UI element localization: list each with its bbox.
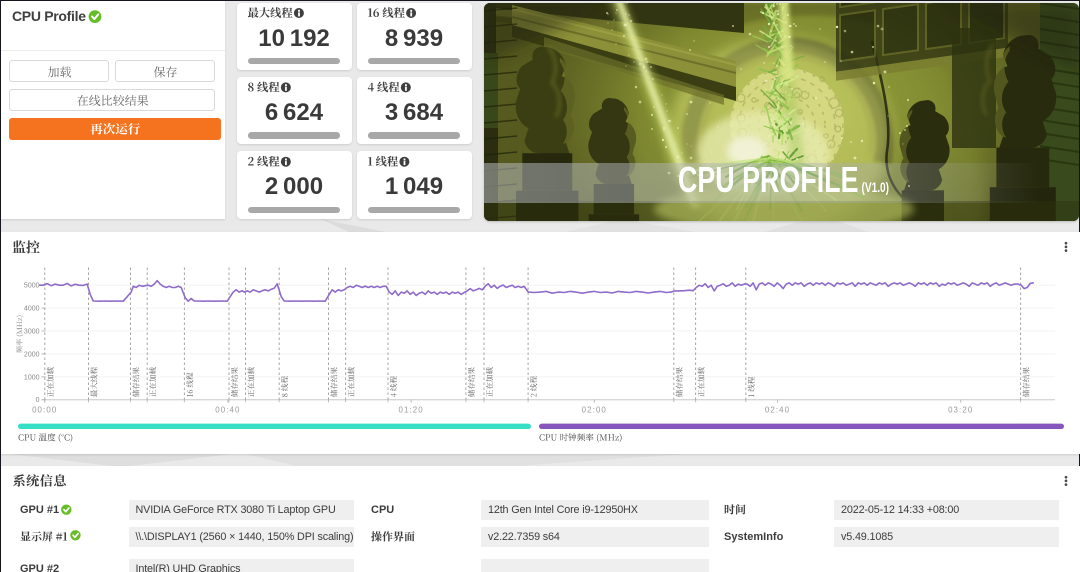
svg-text:2000: 2000	[24, 351, 40, 358]
svg-text:00:00: 00:00	[32, 405, 57, 414]
svg-text:1000: 1000	[24, 374, 40, 381]
svg-text:5000: 5000	[24, 283, 40, 290]
svg-text:02:40: 02:40	[765, 405, 790, 414]
svg-text:3000: 3000	[24, 329, 40, 336]
svg-text:0: 0	[36, 397, 40, 404]
svg-text:00:40: 00:40	[215, 405, 240, 414]
svg-text:01:20: 01:20	[398, 405, 423, 414]
svg-text:4000: 4000	[24, 306, 40, 313]
svg-text:03:20: 03:20	[948, 405, 973, 414]
svg-text:02:00: 02:00	[582, 405, 607, 414]
